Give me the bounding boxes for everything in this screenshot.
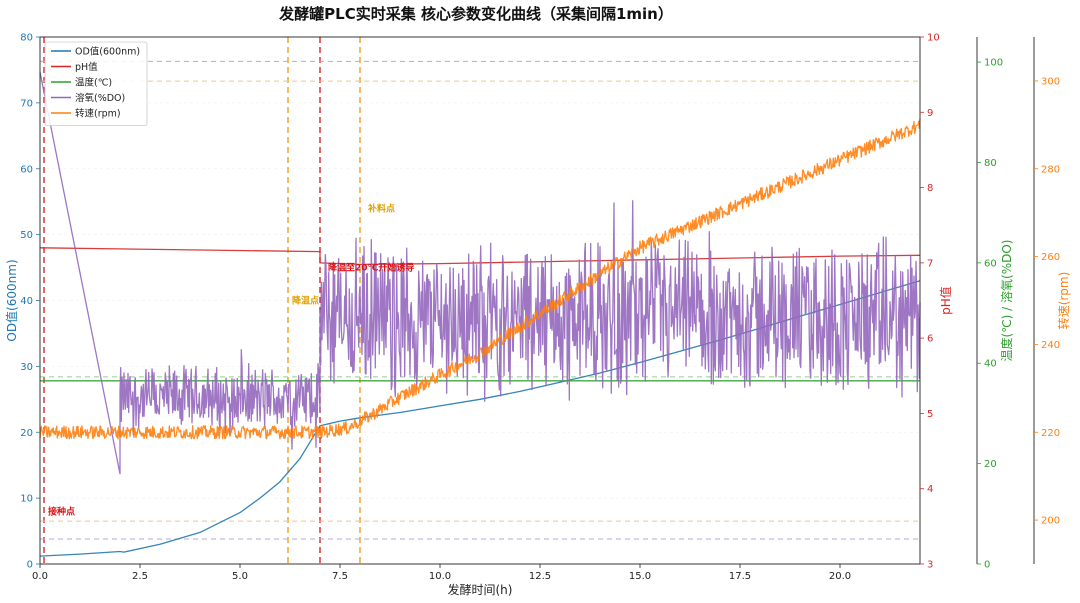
temp-tick-label: 40 xyxy=(984,359,997,370)
x-tick-label: 15.0 xyxy=(629,571,651,582)
ph-tick-label: 10 xyxy=(927,33,940,44)
x-tick-label: 12.5 xyxy=(529,571,551,582)
ph-axis-label: pH值 xyxy=(938,286,953,315)
legend-label: pH值 xyxy=(75,61,98,73)
plot-area xyxy=(39,71,921,557)
annotation-label: 补料点 xyxy=(367,202,395,214)
ph-tick-label: 9 xyxy=(927,108,933,119)
legend-box xyxy=(44,41,148,126)
annotations: 接种点 降温点 降温至20℃开始诱导 补料点 xyxy=(48,202,414,517)
rpm-tick-label: 240 xyxy=(1041,340,1060,351)
annotation-label: 接种点 xyxy=(48,505,75,517)
x-tick-label: 10.0 xyxy=(429,571,451,582)
axes: 0.0 2.5 5.0 7.5 10.0 12.5 15.0 17.5 20.001020304… xyxy=(4,33,1071,583)
temp-axis-label: 温度(℃) / 溶氧(%DO) xyxy=(999,240,1014,362)
legend-label: 转速(rpm) xyxy=(75,108,121,120)
temp-tick-label: 0 xyxy=(984,560,990,571)
ph-tick-label: 6 xyxy=(927,334,933,345)
annotation-label: 降温至20℃开始诱导 xyxy=(328,262,414,274)
ph-tick-label: 4 xyxy=(927,484,933,495)
od-tick-label: 40 xyxy=(20,296,33,307)
annotation-label: 降温点 xyxy=(292,295,319,307)
od-tick-label: 0 xyxy=(27,560,33,571)
rpm-tick-label: 260 xyxy=(1041,252,1060,263)
ph-tick-label: 5 xyxy=(927,409,933,420)
legend-label: 温度(℃) xyxy=(75,77,112,89)
chart-title: 发酵罐PLC实时采集 核心参数变化曲线（采集间隔1min） xyxy=(278,5,673,23)
series-line xyxy=(39,118,921,440)
x-tick-label: 7.5 xyxy=(332,571,348,582)
rpm-tick-label: 280 xyxy=(1041,164,1060,175)
rpm-tick-label: 200 xyxy=(1041,516,1060,527)
temp-tick-label: 100 xyxy=(984,58,1003,69)
od-tick-label: 20 xyxy=(20,428,33,439)
rpm-axis-label: 转速(rpm) xyxy=(1056,272,1071,330)
rpm-tick-label: 220 xyxy=(1041,428,1060,439)
legend-label: 溶氧(%DO) xyxy=(75,92,125,104)
x-tick-label: 5.0 xyxy=(232,571,248,582)
ph-tick-label: 7 xyxy=(927,258,933,269)
legend-label: OD值(600nm) xyxy=(75,46,140,58)
ph-tick-label: 3 xyxy=(927,560,933,571)
od-tick-label: 60 xyxy=(20,164,33,175)
rpm-tick-label: 300 xyxy=(1041,76,1060,87)
x-tick-label: 17.5 xyxy=(729,571,751,582)
od-tick-label: 10 xyxy=(20,494,33,505)
x-tick-label: 20.0 xyxy=(829,571,851,582)
ph-tick-label: 8 xyxy=(927,183,933,194)
od-tick-label: 80 xyxy=(20,33,33,44)
x-tick-label: 2.5 xyxy=(132,571,148,582)
od-tick-label: 50 xyxy=(20,230,33,241)
x-tick-label: 0.0 xyxy=(32,571,48,582)
temp-tick-label: 60 xyxy=(984,258,997,269)
x-axis-label: 发酵时间(h) xyxy=(448,582,513,597)
temp-tick-label: 80 xyxy=(984,158,997,169)
od-tick-label: 70 xyxy=(20,98,33,109)
temp-tick-label: 20 xyxy=(984,459,997,470)
series-line xyxy=(39,247,921,266)
series-line xyxy=(39,71,921,475)
od-axis-label: OD值(600nm) xyxy=(4,259,19,341)
od-tick-label: 30 xyxy=(20,362,33,373)
